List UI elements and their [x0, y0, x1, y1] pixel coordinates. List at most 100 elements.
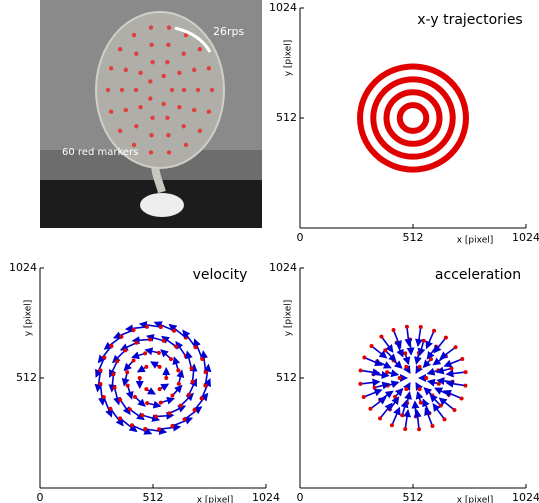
photo-dot [181, 52, 185, 56]
x-axis-label: x [pixel] [457, 496, 494, 503]
photo-dot [162, 102, 166, 106]
photo-dot [138, 105, 142, 109]
marker-dot [405, 325, 409, 329]
vector-arrow [385, 350, 395, 361]
photo-dot [166, 133, 170, 137]
y-tick-label: 1024 [269, 261, 297, 274]
velocity-vector [138, 365, 148, 372]
marker-dot [439, 404, 443, 408]
photo-dot [165, 60, 169, 64]
chart-title: velocity [193, 267, 248, 283]
velocity-vector [170, 418, 191, 428]
vector-arrow [124, 372, 127, 385]
marker-dot [170, 424, 174, 428]
photo-dot [109, 109, 113, 113]
marker-dot [444, 336, 448, 340]
velocity-vector [170, 386, 181, 398]
marker-dot [162, 339, 166, 343]
photo-disc [96, 12, 224, 168]
marker-dot [383, 348, 387, 352]
vector-arrow [405, 410, 408, 429]
y-axis-label: y [pixel] [284, 40, 294, 77]
marker-dot [98, 382, 102, 386]
vector-arrow [195, 340, 203, 359]
vector-arrow [159, 427, 180, 429]
chart-title: x-y trajectories [417, 12, 522, 28]
marker-dot [437, 382, 441, 386]
acceleration-vector [404, 383, 409, 391]
photo-dot [177, 71, 181, 75]
x-tick-label: 1024 [252, 491, 280, 503]
y-tick-label: 1024 [9, 261, 37, 274]
marker-dot [417, 427, 421, 431]
marker-dot [194, 345, 198, 349]
vector-arrow [438, 380, 453, 381]
vector-arrow [420, 341, 424, 355]
marker-dot [404, 365, 408, 369]
acceleration-vector [378, 391, 392, 401]
acceleration-vector [390, 408, 400, 427]
marker-dot [169, 357, 173, 361]
marker-dot [203, 384, 207, 388]
velocity-vector [187, 352, 193, 371]
marker-dot [144, 387, 148, 391]
vector-arrow [120, 400, 130, 414]
marker-dot [362, 395, 366, 399]
velocity-vector [124, 370, 129, 385]
vector-arrow [430, 395, 440, 406]
vector-arrow [161, 350, 171, 359]
acceleration-vector [440, 345, 457, 358]
y-axis-label: y [pixel] [284, 300, 294, 337]
vector-arrow [417, 410, 419, 429]
vector-arrow [172, 418, 191, 426]
marker-dot [172, 329, 176, 333]
velocity-vector [146, 350, 161, 355]
vector-arrow [392, 408, 400, 425]
x-tick-label: 1024 [512, 491, 539, 503]
photo-dot [207, 109, 211, 113]
vector-arrow [161, 399, 174, 403]
vector-arrow [172, 386, 181, 396]
marker-dot [430, 424, 434, 428]
chart-title: acceleration [435, 267, 521, 283]
y-axis-label: y [pixel] [24, 300, 34, 337]
photo-dot [118, 47, 122, 51]
acceleration-vector [368, 397, 385, 410]
marker-dot [148, 337, 152, 341]
vector-arrow [447, 383, 466, 386]
acceleration-vector [403, 410, 408, 431]
trajectory-ring [387, 92, 440, 144]
marker-dot [128, 407, 132, 411]
velocity-vector [177, 371, 182, 386]
marker-dot [403, 427, 407, 431]
acceleration-vector [447, 383, 468, 388]
photo-dot [149, 43, 153, 47]
x-tick-label: 0 [297, 231, 304, 244]
photo-dot [150, 116, 154, 120]
photo-dot [118, 129, 122, 133]
velocity-vector [138, 376, 142, 388]
vector-arrow [361, 370, 380, 373]
photo-dot [124, 108, 128, 112]
marker-dot [126, 384, 130, 388]
velocity-vector [174, 358, 180, 373]
x-axis-label: x [pixel] [197, 496, 234, 503]
page: 26rps 60 red markers 051210245121024x-y … [0, 0, 539, 503]
velocity-vector [98, 382, 102, 405]
acceleration-vector [418, 325, 423, 346]
photo-dot [162, 74, 166, 78]
x-tick-label: 512 [403, 491, 424, 503]
x-tick-label: 0 [297, 491, 304, 503]
marker-dot [463, 384, 467, 388]
acceleration-vector [392, 358, 402, 367]
marker-dot [400, 413, 404, 417]
marker-dot [460, 397, 464, 401]
marker-dot [432, 329, 436, 333]
marker-dot [143, 427, 147, 431]
vector-arrow [169, 406, 185, 413]
marker-dot [373, 386, 377, 390]
x-tick-label: 0 [37, 491, 44, 503]
marker-dot [368, 407, 372, 411]
y-tick-label: 1024 [269, 1, 297, 14]
photo-dot [138, 71, 142, 75]
